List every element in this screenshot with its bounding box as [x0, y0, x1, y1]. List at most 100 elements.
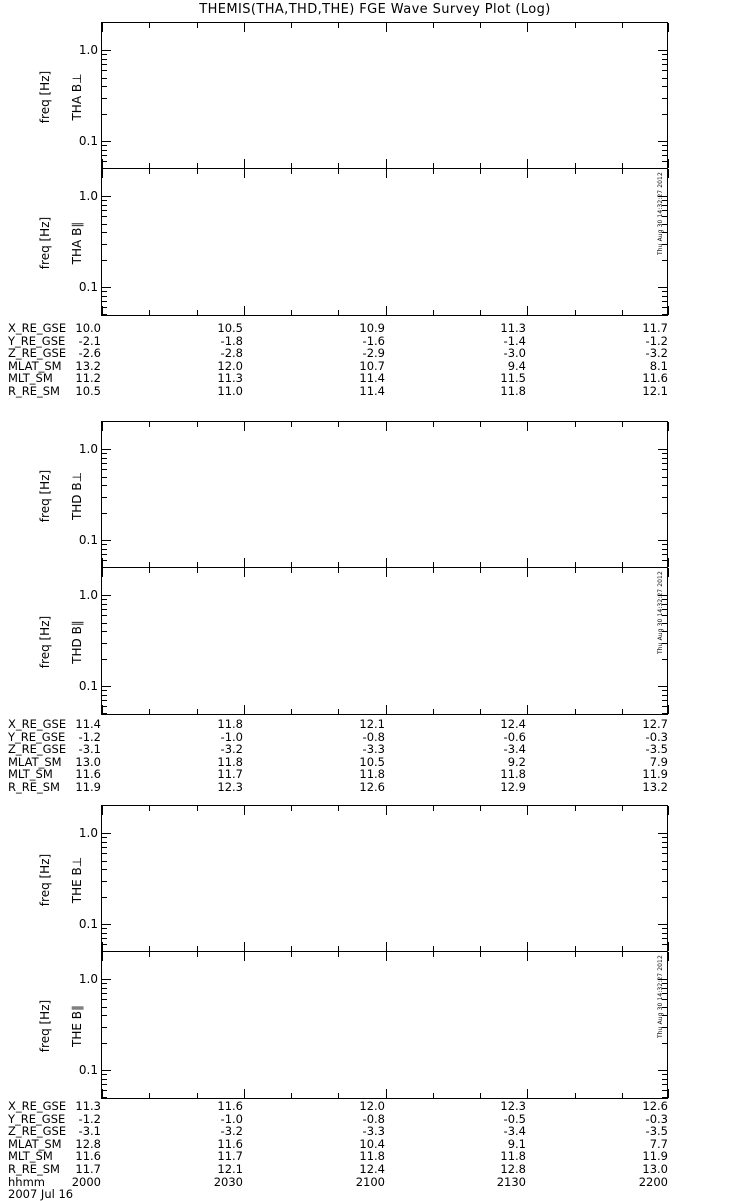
x-tick-minor — [291, 952, 292, 957]
y-tick-minor — [102, 77, 107, 79]
y-tick-minor — [102, 70, 107, 72]
y-axis-tick-label: 0.1 — [78, 280, 98, 295]
y-tick-minor — [102, 700, 107, 702]
panel-group-tha: 1.0 0.1 THA B⊥ freq [Hz] 1.0 0.1 THA B∥ freq [H… — [38, 22, 669, 316]
x-tick-minor — [196, 310, 198, 315]
x-tick-minor — [574, 946, 576, 951]
ephemeris-value: -3.1 — [78, 742, 101, 757]
x-axis-tick-label: 2200 — [638, 1174, 668, 1189]
ephemeris-row: MLT_SM 11.2 11.3 11.4 11.5 11.6 — [0, 372, 750, 385]
x-tick-minor — [621, 952, 623, 957]
x-tick-major — [385, 806, 387, 815]
y-tick-minor — [102, 548, 107, 550]
x-tick-minor — [196, 169, 198, 174]
ephemeris-value: -2.6 — [78, 346, 101, 361]
x-tick-minor — [621, 310, 623, 315]
x-tick-minor — [574, 163, 576, 168]
y-tick-minor — [662, 1078, 667, 1080]
y-tick-minor — [662, 694, 667, 696]
y-tick-minor — [102, 631, 107, 633]
y-tick-major — [658, 833, 667, 835]
x-tick-minor — [149, 946, 151, 951]
y-tick-minor — [102, 999, 107, 1001]
x-tick-major — [527, 568, 529, 577]
x-tick-minor — [574, 23, 576, 28]
y-tick-major — [102, 196, 111, 198]
x-tick-minor — [432, 709, 434, 714]
ephemeris-value: -1.2 — [78, 729, 101, 744]
y-tick-major — [658, 196, 667, 198]
y-axis-unit-label: freq [Hz] — [38, 70, 52, 123]
spectrogram-panel-thd-perp[interactable]: 1.0 0.1 THD B⊥ freq [Hz] — [38, 421, 669, 569]
y-tick-minor — [662, 301, 667, 303]
y-tick-minor — [662, 1097, 667, 1099]
y-tick-minor — [102, 512, 107, 514]
x-tick-minor — [480, 709, 481, 714]
y-tick-minor — [662, 458, 667, 460]
x-tick-minor — [338, 163, 340, 168]
y-tick-minor — [662, 690, 667, 692]
y-tick-major — [102, 449, 111, 451]
y-tick-minor — [662, 200, 667, 202]
ephemeris-value: 11.5 — [500, 371, 526, 386]
y-tick-minor — [102, 554, 107, 556]
y-tick-minor — [662, 54, 667, 56]
ephemeris-value: -2.9 — [362, 346, 385, 361]
y-tick-minor — [102, 149, 107, 151]
ephemeris-value: 12.6 — [642, 1099, 668, 1113]
spectrogram-panel-the-para[interactable]: 1.0 0.1 THE B∥ freq [Hz] Thu Aug 30 14:32:27… — [38, 952, 669, 1099]
ephemeris-value: 10.9 — [359, 321, 385, 335]
y-tick-minor — [102, 161, 107, 163]
y-tick-minor — [102, 291, 107, 293]
ephemeris-value: 11.8 — [217, 717, 243, 731]
y-tick-minor — [662, 1015, 667, 1017]
ephemeris-key-mlat_sm: MLAT_SM — [8, 1136, 62, 1151]
x-tick-minor — [574, 169, 576, 174]
y-tick-minor — [662, 615, 667, 617]
ephemeris-value: 11.7 — [75, 1161, 101, 1176]
x-tick-major — [527, 169, 529, 178]
x-tick-minor — [149, 169, 151, 174]
ephemeris-value: 10.5 — [75, 383, 101, 398]
ephemeris-row: MLT_SM 11.6 11.7 11.8 11.8 11.9 — [0, 1150, 750, 1163]
y-tick-minor — [662, 847, 667, 849]
y-tick-minor — [102, 210, 107, 212]
y-tick-minor — [102, 463, 107, 465]
spectrogram-panel-tha-perp[interactable]: 1.0 0.1 THA B⊥ freq [Hz] — [38, 22, 669, 170]
ephemeris-value: -1.6 — [362, 333, 385, 348]
y-tick-minor — [662, 232, 667, 234]
x-tick-minor — [432, 946, 434, 951]
y-tick-minor — [662, 295, 667, 297]
spectrogram-panel-thd-para[interactable]: 1.0 0.1 THD B∥ freq [Hz] Thu Aug 30 14:32:27… — [38, 568, 669, 715]
ephemeris-key-y_re_gse: Y_RE_GSE — [8, 729, 66, 744]
ephemeris-value: -2.8 — [220, 346, 243, 361]
x-tick-minor — [291, 709, 292, 714]
date-row: 2007 Jul 16 — [0, 1188, 750, 1201]
y-tick-minor — [662, 59, 667, 61]
x-tick-minor — [338, 806, 340, 811]
spectrogram-panel-the-perp[interactable]: 1.0 0.1 THE B⊥ freq [Hz] — [38, 805, 669, 953]
y-tick-minor — [102, 1090, 107, 1092]
ephemeris-value: -3.3 — [362, 1124, 385, 1139]
y-tick-major — [658, 50, 667, 52]
x-tick-major — [668, 169, 669, 178]
x-tick-minor — [149, 163, 151, 168]
x-tick-minor — [432, 562, 434, 567]
y-tick-minor — [662, 476, 667, 478]
spectrogram-panel-tha-para[interactable]: 1.0 0.1 THA B∥ freq [Hz] Thu Aug 30 14:32:27… — [38, 169, 669, 316]
x-tick-major — [668, 806, 669, 815]
y-tick-minor — [102, 476, 107, 478]
ephemeris-value: 8.1 — [649, 358, 668, 373]
y-tick-major — [102, 686, 111, 688]
y-tick-minor — [662, 837, 667, 839]
y-tick-major — [658, 449, 667, 451]
x-tick-minor — [291, 163, 292, 168]
ephemeris-value: 10.5 — [217, 321, 243, 335]
ephemeris-value: -0.8 — [362, 1111, 385, 1126]
ephemeris-key-mlat_sm: MLAT_SM — [8, 754, 62, 769]
ephemeris-row: Z_RE_GSE -3.1 -3.2 -3.3 -3.4 -3.5 — [0, 1125, 750, 1138]
x-tick-minor — [621, 1093, 623, 1098]
y-tick-minor — [102, 1084, 107, 1086]
x-axis-tick-label: 2000 — [71, 1174, 101, 1189]
ephemeris-key-x_re_gse: X_RE_GSE — [8, 321, 67, 335]
